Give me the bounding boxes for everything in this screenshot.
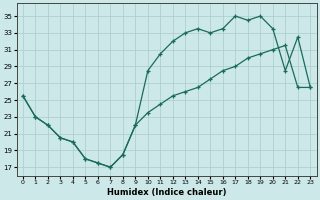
X-axis label: Humidex (Indice chaleur): Humidex (Indice chaleur) [107, 188, 226, 197]
